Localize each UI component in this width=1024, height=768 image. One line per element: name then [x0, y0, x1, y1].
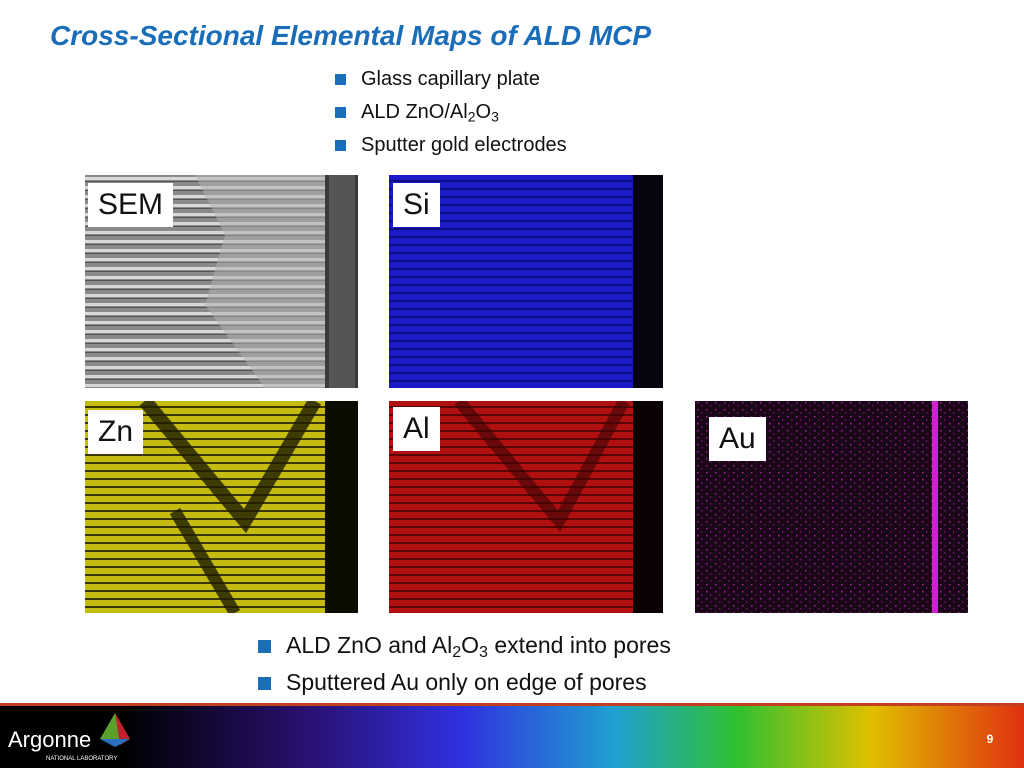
panel-label: Al	[393, 407, 440, 451]
panel-label: SEM	[88, 183, 174, 227]
page-number: 9	[987, 732, 994, 746]
subscript: 3	[479, 643, 488, 662]
logo-text: Argonne	[8, 727, 91, 752]
bullet: ALD ZnO/Al2O3	[335, 101, 499, 124]
subscript: 2	[452, 643, 462, 662]
bullet-text: Sputter gold electrodes	[361, 134, 567, 156]
bullet-text: Glass capillary plate	[361, 68, 540, 90]
subscript: 2	[467, 108, 476, 125]
panel-label: Au	[709, 417, 766, 461]
slide-title: Cross-Sectional Elemental Maps of ALD MC…	[50, 20, 652, 51]
bullet-text: O	[475, 101, 492, 123]
bullet: Sputtered Au only on edge of pores	[258, 669, 647, 696]
si-map	[389, 175, 663, 388]
bullet-text: ALD ZnO/Al	[361, 101, 468, 123]
bullet-text: Sputtered Au only on edge of pores	[286, 669, 647, 695]
bullet-text: ALD ZnO and Al	[286, 632, 453, 658]
bullet: ALD ZnO and Al2O3 extend into pores	[258, 632, 671, 662]
bullet: Glass capillary plate	[335, 68, 540, 91]
sem-image	[85, 175, 358, 388]
bullet-text: O	[461, 632, 480, 658]
panel-label: Si	[393, 183, 440, 227]
bullet: Sputter gold electrodes	[335, 134, 567, 157]
bullet-text: extend into pores	[488, 632, 671, 658]
logo-subtext: NATIONAL LABORATORY	[46, 756, 117, 762]
subscript: 3	[491, 108, 499, 125]
footer: Argonne NATIONAL LABORATORY 9	[0, 703, 1024, 768]
panel-label: Zn	[88, 410, 144, 454]
